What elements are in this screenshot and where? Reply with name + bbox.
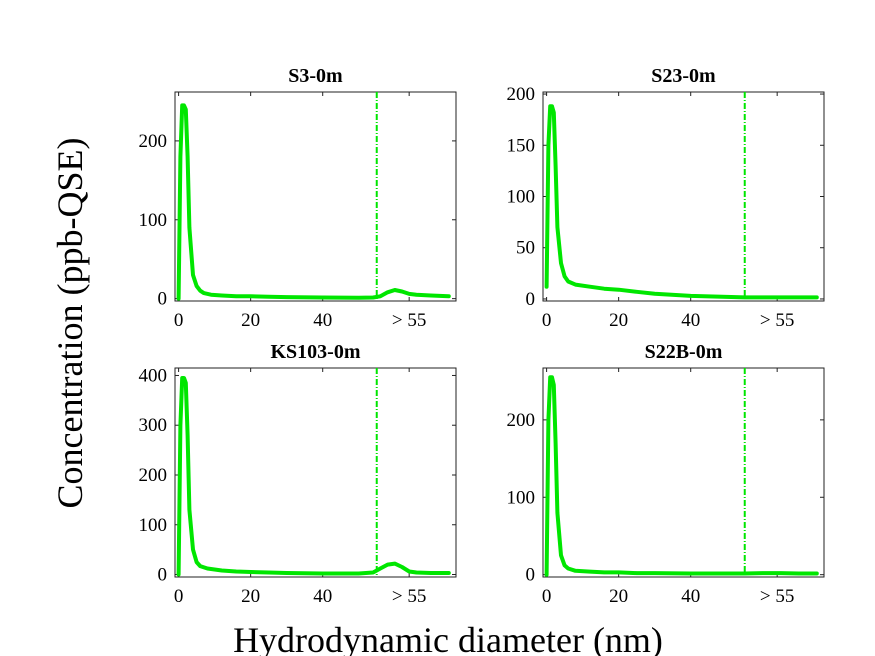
x-tick-label: 0 [174,310,184,331]
x-tick-label: 0 [542,310,552,331]
subplot-3: KS103-0m 0 20 40 > 55 0 100 200 300 400 [139,341,457,607]
subplot-1: S3-0m 0 20 40 > 55 0 100 200 [139,65,457,331]
series-line [176,103,451,301]
axes-box [542,367,825,578]
y-tick-label: 150 [507,135,536,156]
y-tick-label: 0 [526,565,536,586]
y-axis-label: Concentration (ppb-QSE) [50,138,90,509]
y-tick-label: 200 [507,84,536,105]
y-tick-label: 100 [507,187,536,208]
x-tick-label: 0 [174,586,184,607]
x-tick-label: > 55 [392,586,426,607]
y-tick-label: 200 [139,131,168,152]
x-tick-label: 40 [681,586,700,607]
y-tick-label: 200 [507,410,536,431]
axes-box [174,91,457,302]
series-line [176,376,451,577]
x-tick-label: 40 [313,310,332,331]
x-tick-label: 20 [241,310,260,331]
y-tick-label: 300 [139,415,168,436]
x-tick-label: 40 [681,310,700,331]
series-line [544,375,819,577]
axes-box [174,367,457,578]
y-tick-label: 400 [139,365,168,386]
subplot-2: S23-0m 0 20 40 > 55 0 50 100 150 200 [507,65,825,331]
x-tick-label: 20 [609,586,628,607]
subplot-title: S22B-0m [645,341,723,363]
x-tick-label: > 55 [760,310,794,331]
x-tick-label: 20 [609,310,628,331]
subplot-title: S3-0m [288,65,343,87]
subplot-title: S23-0m [651,65,716,87]
series-line [544,104,819,300]
y-tick-label: 0 [526,289,536,310]
y-tick-label: 200 [139,465,168,486]
y-tick-label: 0 [158,565,168,586]
x-tick-label: 40 [313,586,332,607]
x-tick-label: > 55 [392,310,426,331]
y-tick-label: 100 [139,210,168,231]
y-tick-label: 0 [158,289,168,310]
x-tick-label: 20 [241,586,260,607]
axes-box [542,91,825,302]
y-tick-label: 100 [139,515,168,536]
y-tick-label: 50 [516,238,535,259]
subplot-4: S22B-0m 0 20 40 > 55 0 100 200 [507,341,825,607]
subplot-title: KS103-0m [271,341,361,363]
x-tick-label: > 55 [760,586,794,607]
y-tick-label: 100 [507,487,536,508]
x-axis-label: Hydrodynamic diameter (nm) [233,620,663,656]
x-tick-label: 0 [542,586,552,607]
